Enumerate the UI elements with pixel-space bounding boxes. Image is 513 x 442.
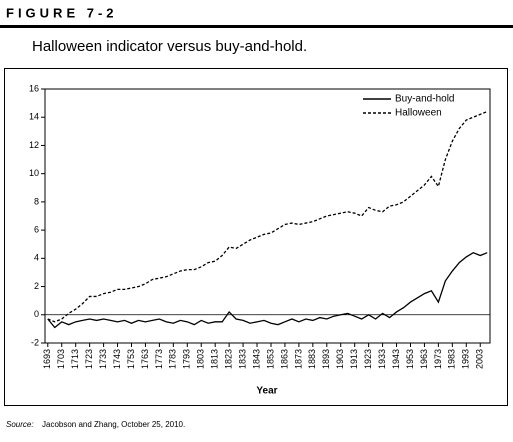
y-tick-label: 0 — [34, 309, 39, 319]
x-tick-label: 1933 — [377, 349, 387, 369]
x-tick-label: 1743 — [112, 349, 122, 369]
x-tick-label: 2003 — [475, 349, 485, 369]
x-tick-label: 1713 — [70, 349, 80, 369]
y-tick-label: 4 — [34, 253, 39, 263]
series-line — [47, 110, 488, 323]
x-tick-label: 1793 — [182, 349, 192, 369]
x-tick-label: 1813 — [210, 349, 220, 369]
x-tick-label: 1723 — [84, 349, 94, 369]
x-tick-label: 1953 — [405, 349, 415, 369]
y-tick-label: 8 — [34, 196, 39, 206]
source: Jacobson and Zhang, October 25, 2010. — [42, 420, 185, 429]
x-tick-label: 1823 — [224, 349, 234, 369]
y-tick-label: 12 — [29, 140, 39, 150]
x-tick-label: 1913 — [349, 349, 359, 369]
figure-label: FIGURE 7-2 — [6, 5, 118, 20]
x-tick-label: 1833 — [237, 349, 247, 369]
x-tick-label: 1993 — [461, 349, 471, 369]
legend-label: Buy-and-hold — [395, 94, 454, 105]
x-tick-label: 1893 — [321, 349, 331, 369]
x-tick-label: 1843 — [251, 349, 261, 369]
x-tick-label: 1973 — [433, 349, 443, 369]
x-axis-label: Year — [256, 386, 277, 397]
x-tick-label: 1783 — [168, 349, 178, 369]
legend-label: Halloween — [395, 108, 442, 119]
x-tick-label: 1923 — [363, 349, 373, 369]
x-tick-label: 1763 — [140, 349, 150, 369]
chart-title: Halloween indicator versus buy-and-hold. — [32, 38, 307, 55]
x-tick-label: 1703 — [56, 349, 66, 369]
y-tick-label: -2 — [31, 337, 39, 347]
x-tick-label: 1903 — [335, 349, 345, 369]
source-label: Source: — [6, 420, 34, 429]
plot-area — [44, 88, 491, 344]
x-tick-label: 1963 — [419, 349, 429, 369]
x-tick-label: 1733 — [98, 349, 108, 369]
chart-frame — [4, 68, 508, 406]
x-tick-label: 1883 — [307, 349, 317, 369]
y-tick-label: 16 — [29, 83, 39, 93]
header-rule — [0, 25, 513, 28]
y-tick-label: 2 — [34, 281, 39, 291]
x-tick-label: 1803 — [196, 349, 206, 369]
x-tick-label: 1853 — [265, 349, 275, 369]
x-tick-label: 1773 — [154, 349, 164, 369]
x-tick-label: 1983 — [447, 349, 457, 369]
y-tick-label: 14 — [29, 112, 39, 122]
series-line — [47, 251, 488, 329]
x-tick-label: 1943 — [391, 349, 401, 369]
x-tick-label: 1863 — [279, 349, 289, 369]
x-tick-label: 1693 — [42, 349, 52, 369]
y-tick-label: 6 — [34, 224, 39, 234]
x-tick-label: 1753 — [126, 349, 136, 369]
x-tick-label: 1873 — [293, 349, 303, 369]
y-tick-label: 10 — [29, 168, 39, 178]
